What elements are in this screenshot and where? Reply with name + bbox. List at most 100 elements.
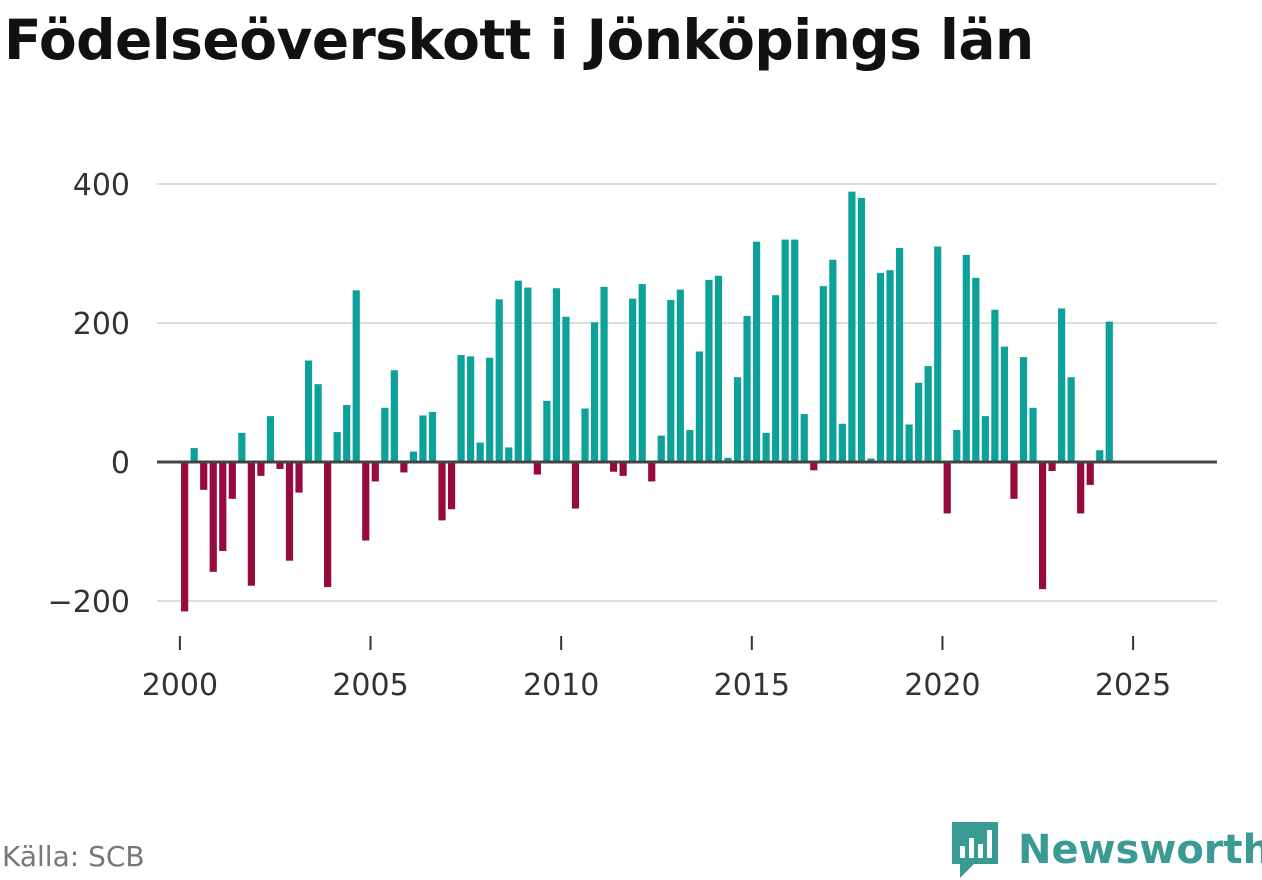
bar bbox=[829, 259, 837, 462]
bar bbox=[762, 432, 770, 462]
bar bbox=[800, 414, 808, 462]
x-tick-label: 2005 bbox=[332, 668, 408, 703]
bar bbox=[381, 407, 389, 462]
bar bbox=[486, 357, 494, 462]
bar bbox=[228, 462, 236, 499]
bar bbox=[324, 462, 332, 588]
bar bbox=[438, 462, 446, 521]
bar bbox=[648, 462, 656, 482]
bar bbox=[524, 287, 532, 462]
bar bbox=[819, 286, 827, 462]
bar bbox=[419, 415, 427, 462]
bar bbox=[1067, 377, 1075, 462]
bar bbox=[1038, 462, 1047, 590]
bar bbox=[1048, 462, 1056, 472]
x-tick-label: 2020 bbox=[904, 668, 980, 703]
bar bbox=[981, 416, 989, 462]
gridlines bbox=[157, 183, 1217, 602]
bar bbox=[743, 316, 751, 462]
bar bbox=[686, 430, 694, 462]
bar bbox=[733, 377, 742, 462]
bar bbox=[257, 462, 265, 476]
bar bbox=[695, 351, 703, 462]
bar bbox=[791, 239, 799, 462]
bar bbox=[991, 309, 999, 462]
bar bbox=[314, 384, 322, 462]
y-tick-label: −200 bbox=[48, 585, 130, 620]
bar bbox=[400, 462, 408, 473]
bar bbox=[1000, 346, 1009, 462]
bar bbox=[676, 289, 684, 462]
source-label: Källa: SCB bbox=[2, 840, 145, 873]
bar bbox=[514, 280, 522, 462]
bar bbox=[629, 298, 637, 462]
bar bbox=[705, 279, 713, 462]
bar bbox=[943, 462, 951, 514]
bar bbox=[238, 432, 246, 462]
bar bbox=[600, 286, 608, 462]
bar bbox=[266, 416, 275, 462]
bar bbox=[1058, 308, 1066, 462]
bar bbox=[752, 241, 761, 462]
bar bbox=[667, 300, 675, 462]
bar bbox=[1086, 462, 1094, 485]
bar bbox=[934, 246, 942, 462]
bar bbox=[362, 462, 370, 541]
bar bbox=[714, 275, 723, 462]
bar bbox=[343, 405, 351, 462]
bar bbox=[1029, 407, 1037, 462]
y-tick-label: 0 bbox=[111, 446, 130, 481]
brand-name: Newsworthy bbox=[1018, 827, 1262, 873]
bar bbox=[638, 284, 646, 462]
bar bbox=[247, 462, 255, 586]
bar bbox=[886, 270, 894, 462]
y-tick-label: 200 bbox=[73, 307, 130, 342]
bar bbox=[924, 366, 932, 462]
bar bbox=[962, 254, 970, 462]
bar bbox=[867, 458, 875, 462]
x-axis-ticks: 2000 2005 2010 2015 2020 2025 bbox=[142, 636, 1171, 703]
bar bbox=[1096, 450, 1104, 462]
bar bbox=[190, 448, 198, 462]
bar-series bbox=[181, 191, 1113, 612]
bar bbox=[533, 462, 541, 475]
bar bbox=[467, 356, 475, 462]
bar bbox=[1010, 462, 1018, 499]
x-tick-label: 2025 bbox=[1095, 668, 1171, 703]
bar bbox=[905, 424, 913, 462]
bar bbox=[295, 462, 303, 493]
x-tick-label: 2010 bbox=[523, 668, 599, 703]
bar bbox=[181, 462, 189, 612]
bar bbox=[848, 191, 856, 462]
bar bbox=[657, 435, 665, 462]
y-axis-ticks: 400 200 0 −200 bbox=[48, 168, 130, 620]
bar bbox=[219, 462, 227, 551]
bar bbox=[876, 272, 885, 462]
bar bbox=[495, 299, 503, 462]
bar bbox=[476, 442, 484, 462]
bar bbox=[428, 411, 437, 462]
bar bbox=[810, 462, 818, 471]
bar bbox=[371, 462, 379, 482]
bar bbox=[409, 451, 418, 462]
bar bbox=[1105, 321, 1113, 462]
bar bbox=[552, 288, 561, 462]
bar bbox=[571, 462, 580, 509]
x-tick-label: 2000 bbox=[142, 668, 218, 703]
bar bbox=[590, 322, 599, 462]
bar bbox=[505, 447, 513, 462]
bar bbox=[781, 239, 789, 462]
bar bbox=[352, 290, 360, 462]
bar bbox=[276, 462, 284, 469]
bar bbox=[543, 400, 551, 462]
bar bbox=[581, 408, 589, 462]
bar bbox=[610, 462, 618, 472]
x-tick-label: 2015 bbox=[714, 668, 790, 703]
bar bbox=[972, 277, 980, 462]
bar bbox=[619, 462, 627, 476]
y-tick-label: 400 bbox=[73, 168, 130, 203]
bar bbox=[333, 432, 341, 462]
bar bbox=[562, 316, 570, 462]
bar bbox=[457, 354, 465, 462]
bar bbox=[895, 247, 904, 462]
